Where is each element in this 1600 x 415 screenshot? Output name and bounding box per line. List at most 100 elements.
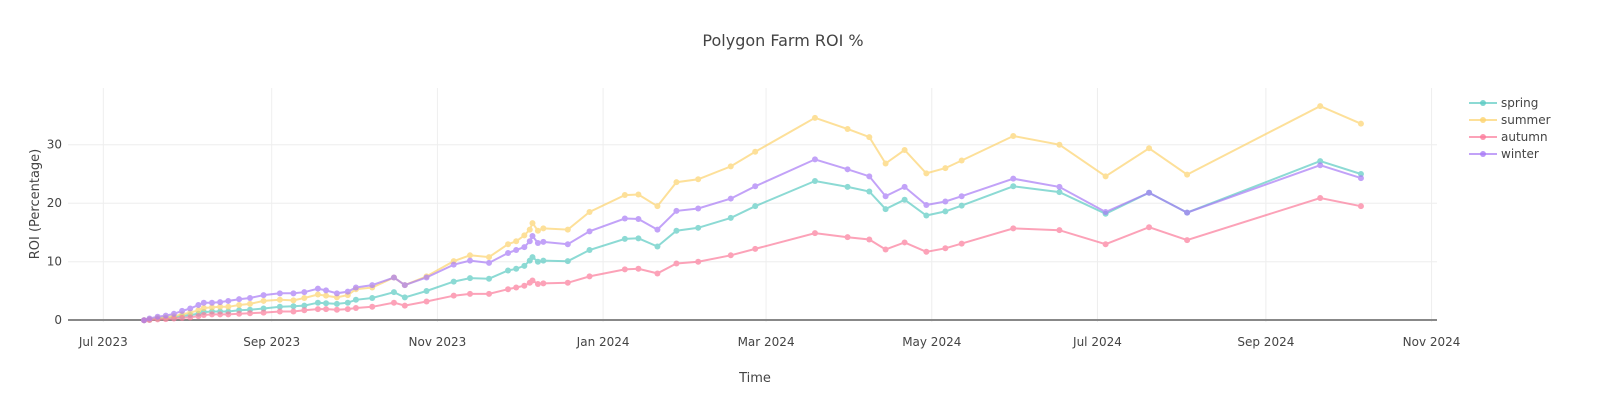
data-point-summer bbox=[942, 165, 949, 172]
data-point-winter bbox=[170, 310, 177, 317]
data-point-winter bbox=[958, 193, 965, 200]
data-point-winter bbox=[1056, 183, 1063, 190]
data-point-winter bbox=[1184, 209, 1191, 216]
data-point-summer bbox=[673, 179, 680, 186]
data-point-summer bbox=[901, 147, 908, 154]
data-point-spring bbox=[323, 300, 330, 307]
data-point-winter bbox=[1357, 175, 1364, 182]
data-point-spring bbox=[727, 214, 734, 221]
data-point-winter bbox=[586, 228, 593, 235]
data-point-autumn bbox=[170, 315, 177, 322]
data-point-autumn bbox=[540, 280, 547, 287]
data-point-summer bbox=[811, 114, 818, 121]
data-point-spring bbox=[958, 202, 965, 209]
data-point-summer bbox=[195, 307, 202, 314]
data-point-autumn bbox=[521, 282, 528, 289]
data-point-autumn bbox=[695, 258, 702, 265]
x-tick-label: Jan 2024 bbox=[576, 335, 630, 349]
data-point-autumn bbox=[1056, 227, 1063, 234]
data-point-winter bbox=[866, 173, 873, 180]
data-point-winter bbox=[301, 289, 308, 296]
data-point-summer bbox=[727, 163, 734, 170]
data-point-summer bbox=[1357, 120, 1364, 127]
data-point-spring bbox=[352, 296, 359, 303]
data-point-autumn bbox=[529, 277, 536, 284]
legend-item-summer[interactable]: summer bbox=[1469, 113, 1551, 127]
data-point-spring bbox=[673, 227, 680, 234]
data-point-winter bbox=[811, 156, 818, 163]
data-point-autumn bbox=[901, 239, 908, 246]
data-point-spring bbox=[695, 224, 702, 231]
data-point-winter bbox=[450, 261, 457, 268]
data-point-summer bbox=[654, 203, 661, 210]
series-summer bbox=[141, 103, 1364, 324]
data-point-summer bbox=[200, 304, 207, 311]
data-point-summer bbox=[225, 303, 232, 310]
data-point-winter bbox=[505, 249, 512, 256]
x-tick-label: Jul 2023 bbox=[78, 335, 128, 349]
data-point-winter bbox=[942, 198, 949, 205]
data-point-winter bbox=[540, 238, 547, 245]
data-point-summer bbox=[505, 241, 512, 248]
data-point-winter bbox=[290, 290, 297, 297]
data-point-spring bbox=[564, 258, 571, 265]
data-point-summer bbox=[635, 191, 642, 198]
data-point-winter bbox=[1010, 175, 1017, 182]
y-tick-label: 0 bbox=[54, 313, 62, 327]
data-point-autumn bbox=[208, 311, 215, 318]
data-point-spring bbox=[752, 203, 759, 210]
data-point-autumn bbox=[323, 306, 330, 313]
x-tick-label: May 2024 bbox=[902, 335, 961, 349]
data-point-winter bbox=[236, 296, 243, 303]
data-point-winter bbox=[1146, 189, 1153, 196]
data-point-summer bbox=[540, 225, 547, 232]
data-point-autumn bbox=[1317, 194, 1324, 201]
data-point-autumn bbox=[673, 260, 680, 267]
data-point-autumn bbox=[195, 313, 202, 320]
data-point-winter bbox=[654, 226, 661, 233]
data-point-winter bbox=[276, 290, 283, 297]
data-point-winter bbox=[344, 288, 351, 295]
data-point-winter bbox=[260, 292, 267, 299]
data-point-autumn bbox=[621, 266, 628, 273]
series-group bbox=[141, 103, 1364, 324]
data-point-autumn bbox=[534, 280, 541, 287]
data-point-winter bbox=[225, 297, 232, 304]
data-point-winter bbox=[141, 317, 148, 324]
legend-swatch-marker bbox=[1480, 117, 1486, 123]
data-point-spring bbox=[521, 262, 528, 269]
data-point-summer bbox=[323, 292, 330, 299]
data-point-spring bbox=[486, 275, 493, 282]
data-point-winter bbox=[401, 282, 408, 289]
data-point-summer bbox=[844, 125, 851, 132]
data-point-winter bbox=[179, 307, 186, 314]
data-point-spring bbox=[901, 196, 908, 203]
data-point-autumn bbox=[290, 308, 297, 315]
data-point-autumn bbox=[942, 245, 949, 252]
y-tick-label: 20 bbox=[47, 196, 62, 210]
legend-item-winter[interactable]: winter bbox=[1469, 147, 1539, 161]
data-point-winter bbox=[534, 240, 541, 247]
data-point-winter bbox=[695, 205, 702, 212]
data-point-winter bbox=[208, 299, 215, 306]
data-point-winter bbox=[513, 247, 520, 254]
data-point-spring bbox=[923, 212, 930, 219]
data-point-spring bbox=[290, 303, 297, 310]
data-point-summer bbox=[564, 226, 571, 233]
data-point-spring bbox=[314, 299, 321, 306]
x-axis-ticks: Jul 2023 Sep 2023 Nov 2023 Jan 2024 Mar 2024… bbox=[78, 335, 1461, 349]
legend-item-spring[interactable]: spring bbox=[1469, 96, 1538, 110]
legend-item-autumn[interactable]: autumn bbox=[1469, 130, 1548, 144]
data-point-autumn bbox=[301, 307, 308, 314]
data-point-spring bbox=[882, 206, 889, 213]
series-spring bbox=[141, 158, 1364, 324]
data-point-autumn bbox=[727, 252, 734, 259]
data-point-summer bbox=[208, 304, 215, 311]
data-point-winter bbox=[200, 299, 207, 306]
data-point-summer bbox=[1010, 132, 1017, 139]
data-point-summer bbox=[866, 134, 873, 141]
data-point-winter bbox=[752, 183, 759, 190]
data-point-autumn bbox=[260, 309, 267, 316]
data-point-winter bbox=[323, 287, 330, 294]
